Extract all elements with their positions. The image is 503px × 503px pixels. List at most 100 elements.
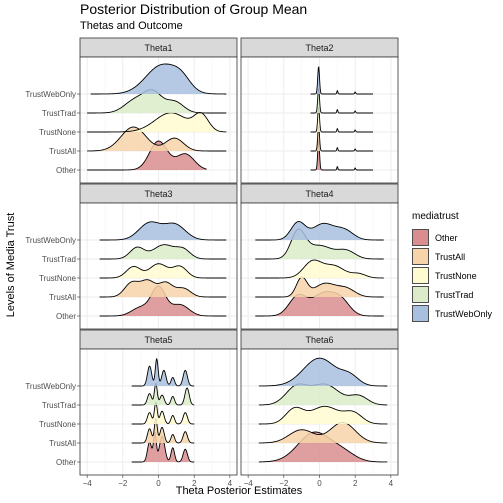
theta1-panel-border [79,56,238,184]
theta3-ridge-outline-trustnone [99,263,227,279]
x-tick-label: 4 [389,479,394,488]
theta5-ridge-outline-trusttrad [131,382,195,406]
theta2-ridge-outline-trustnone [310,106,374,133]
x-tick-label: 0 [156,479,161,488]
theta1-ridge-other [87,141,207,170]
theta4-ridge-outline-trustwebonly [255,221,384,241]
theta3-ridge-trusttrad [99,244,227,259]
y-tick-label: TrustNone [39,420,77,429]
theta5-ridge-outline-trustwebonly [131,357,195,387]
theta3-ridge-outline-trustall [99,279,227,298]
theta4-strip-label: Theta4 [305,189,333,199]
theta3-ridge-trustwebonly [99,221,227,240]
y-tick-label: TrustWebOnly [25,90,76,99]
x-tick-label: 2 [192,479,197,488]
x-tick-label: 2 [353,479,358,488]
theta6-ridge-trustall [258,422,388,443]
theta4-ridge-outline-trustall [255,276,384,298]
y-tick-label: Other [56,458,76,467]
legend-item-trustall: TrustAll [412,247,492,266]
y-tick-label: TrustTrad [42,255,76,264]
theta6-ridge-outline-trustwebonly [258,357,388,387]
theta2-ridge-outline-other [310,139,374,171]
theta6-strip-label: Theta6 [305,335,333,345]
legend-swatch [412,286,429,303]
x-tick-label: 0 [317,479,322,488]
y-tick-label: Other [56,166,76,175]
legend-swatch [412,248,429,265]
legend-swatch [412,229,429,246]
theta5-strip-label: Theta5 [144,335,172,345]
legend-label: TrustNone [435,270,477,281]
theta1-ridge-trustall [87,127,227,151]
x-axis-label: Theta Posterior Estimates [175,485,303,497]
legend-item-trustwebonly: TrustWebOnly [412,304,492,323]
theta1-ridge-outline-other [87,140,207,171]
theta4-panel-border [240,202,399,330]
y-tick-label: TrustAll [49,147,76,156]
theta2-ridge-outline-trustwebonly [310,66,374,95]
theta4-ridge-other [255,291,384,316]
y-tick-label: TrustNone [39,128,77,137]
theta1-ridge-outline-trustall [87,126,227,152]
y-tick-label: TrustTrad [42,401,76,410]
theta1-ridge-outline-trustwebonly [90,63,227,95]
legend-label: TrustWebOnly [435,308,493,319]
x-tick-label: −2 [279,479,289,488]
theta1-strip-label: Theta1 [144,43,172,53]
theta4-ridge-outline-trusttrad [255,228,384,260]
x-tick-label: −4 [244,479,254,488]
legend: mediatrust Other TrustAll TrustNone TrustTr… [412,211,492,323]
x-tick-label: 4 [228,479,233,488]
theta6-ridge-trustwebonly [258,358,388,386]
chart-title: Posterior Distribution of Group Mean [80,1,308,17]
legend-label: Other [435,232,458,243]
y-tick-label: TrustAll [49,293,76,302]
theta2-ridge-outline-trustall [310,125,374,152]
theta3-ridge-outline-trustwebonly [99,221,227,241]
theta3-strip-label: Theta3 [144,189,172,199]
theta3-ridge-other [99,285,227,316]
legend-swatch [412,305,429,322]
theta3-ridge-trustall [99,279,227,297]
y-tick-label: TrustTrad [42,109,76,118]
theta4-ridge-trustall [255,276,384,297]
theta3-ridge-outline-trusttrad [99,244,227,260]
chart-subtitle: Thetas and Outcome [80,20,183,32]
y-tick-label: Other [56,312,76,321]
y-tick-label: TrustWebOnly [25,236,76,245]
theta3-panel-border [79,202,238,330]
legend-item-trusttrad: TrustTrad [412,285,492,304]
y-tick-label: TrustWebOnly [25,382,76,391]
theta6-ridge-other [258,432,388,462]
legend-label: TrustAll [435,251,466,262]
theta2-panel-border [240,56,399,184]
legend-label: TrustTrad [435,289,474,300]
theta1-ridge-outline-trustnone [87,112,227,133]
theta1-ridge-trustwebonly [90,64,227,94]
theta4-ridge-trustwebonly [255,221,384,240]
theta6-ridge-outline-trustall [258,421,388,444]
theta5-ridge-trustall [131,418,195,443]
theta6-ridge-trustnone [258,406,388,424]
legend-item-trustnone: TrustNone [412,266,492,285]
theta4-ridge-outline-trustnone [255,259,384,279]
theta5-ridge-outline-trustnone [131,401,195,425]
theta6-ridge-trusttrad [258,383,388,405]
y-tick-label: TrustNone [39,274,77,283]
legend-title: mediatrust [412,211,459,222]
theta5-ridge-other [131,432,195,462]
theta2-ridge-outline-trusttrad [310,87,374,114]
theta4-ridge-trustnone [255,260,384,278]
y-tick-label: TrustAll [49,439,76,448]
legend-item-other: Other [412,228,492,247]
theta2-strip-label: Theta2 [305,43,333,53]
y-axis-label: Levels of Media Trust [5,212,17,318]
x-tick-label: −4 [83,479,93,488]
theta4-ridge-trusttrad [255,229,384,259]
legend-swatch [412,267,429,284]
theta5-ridge-outline-trustall [131,417,195,444]
x-tick-label: −2 [118,479,128,488]
theta6-ridge-outline-trustnone [258,405,388,425]
